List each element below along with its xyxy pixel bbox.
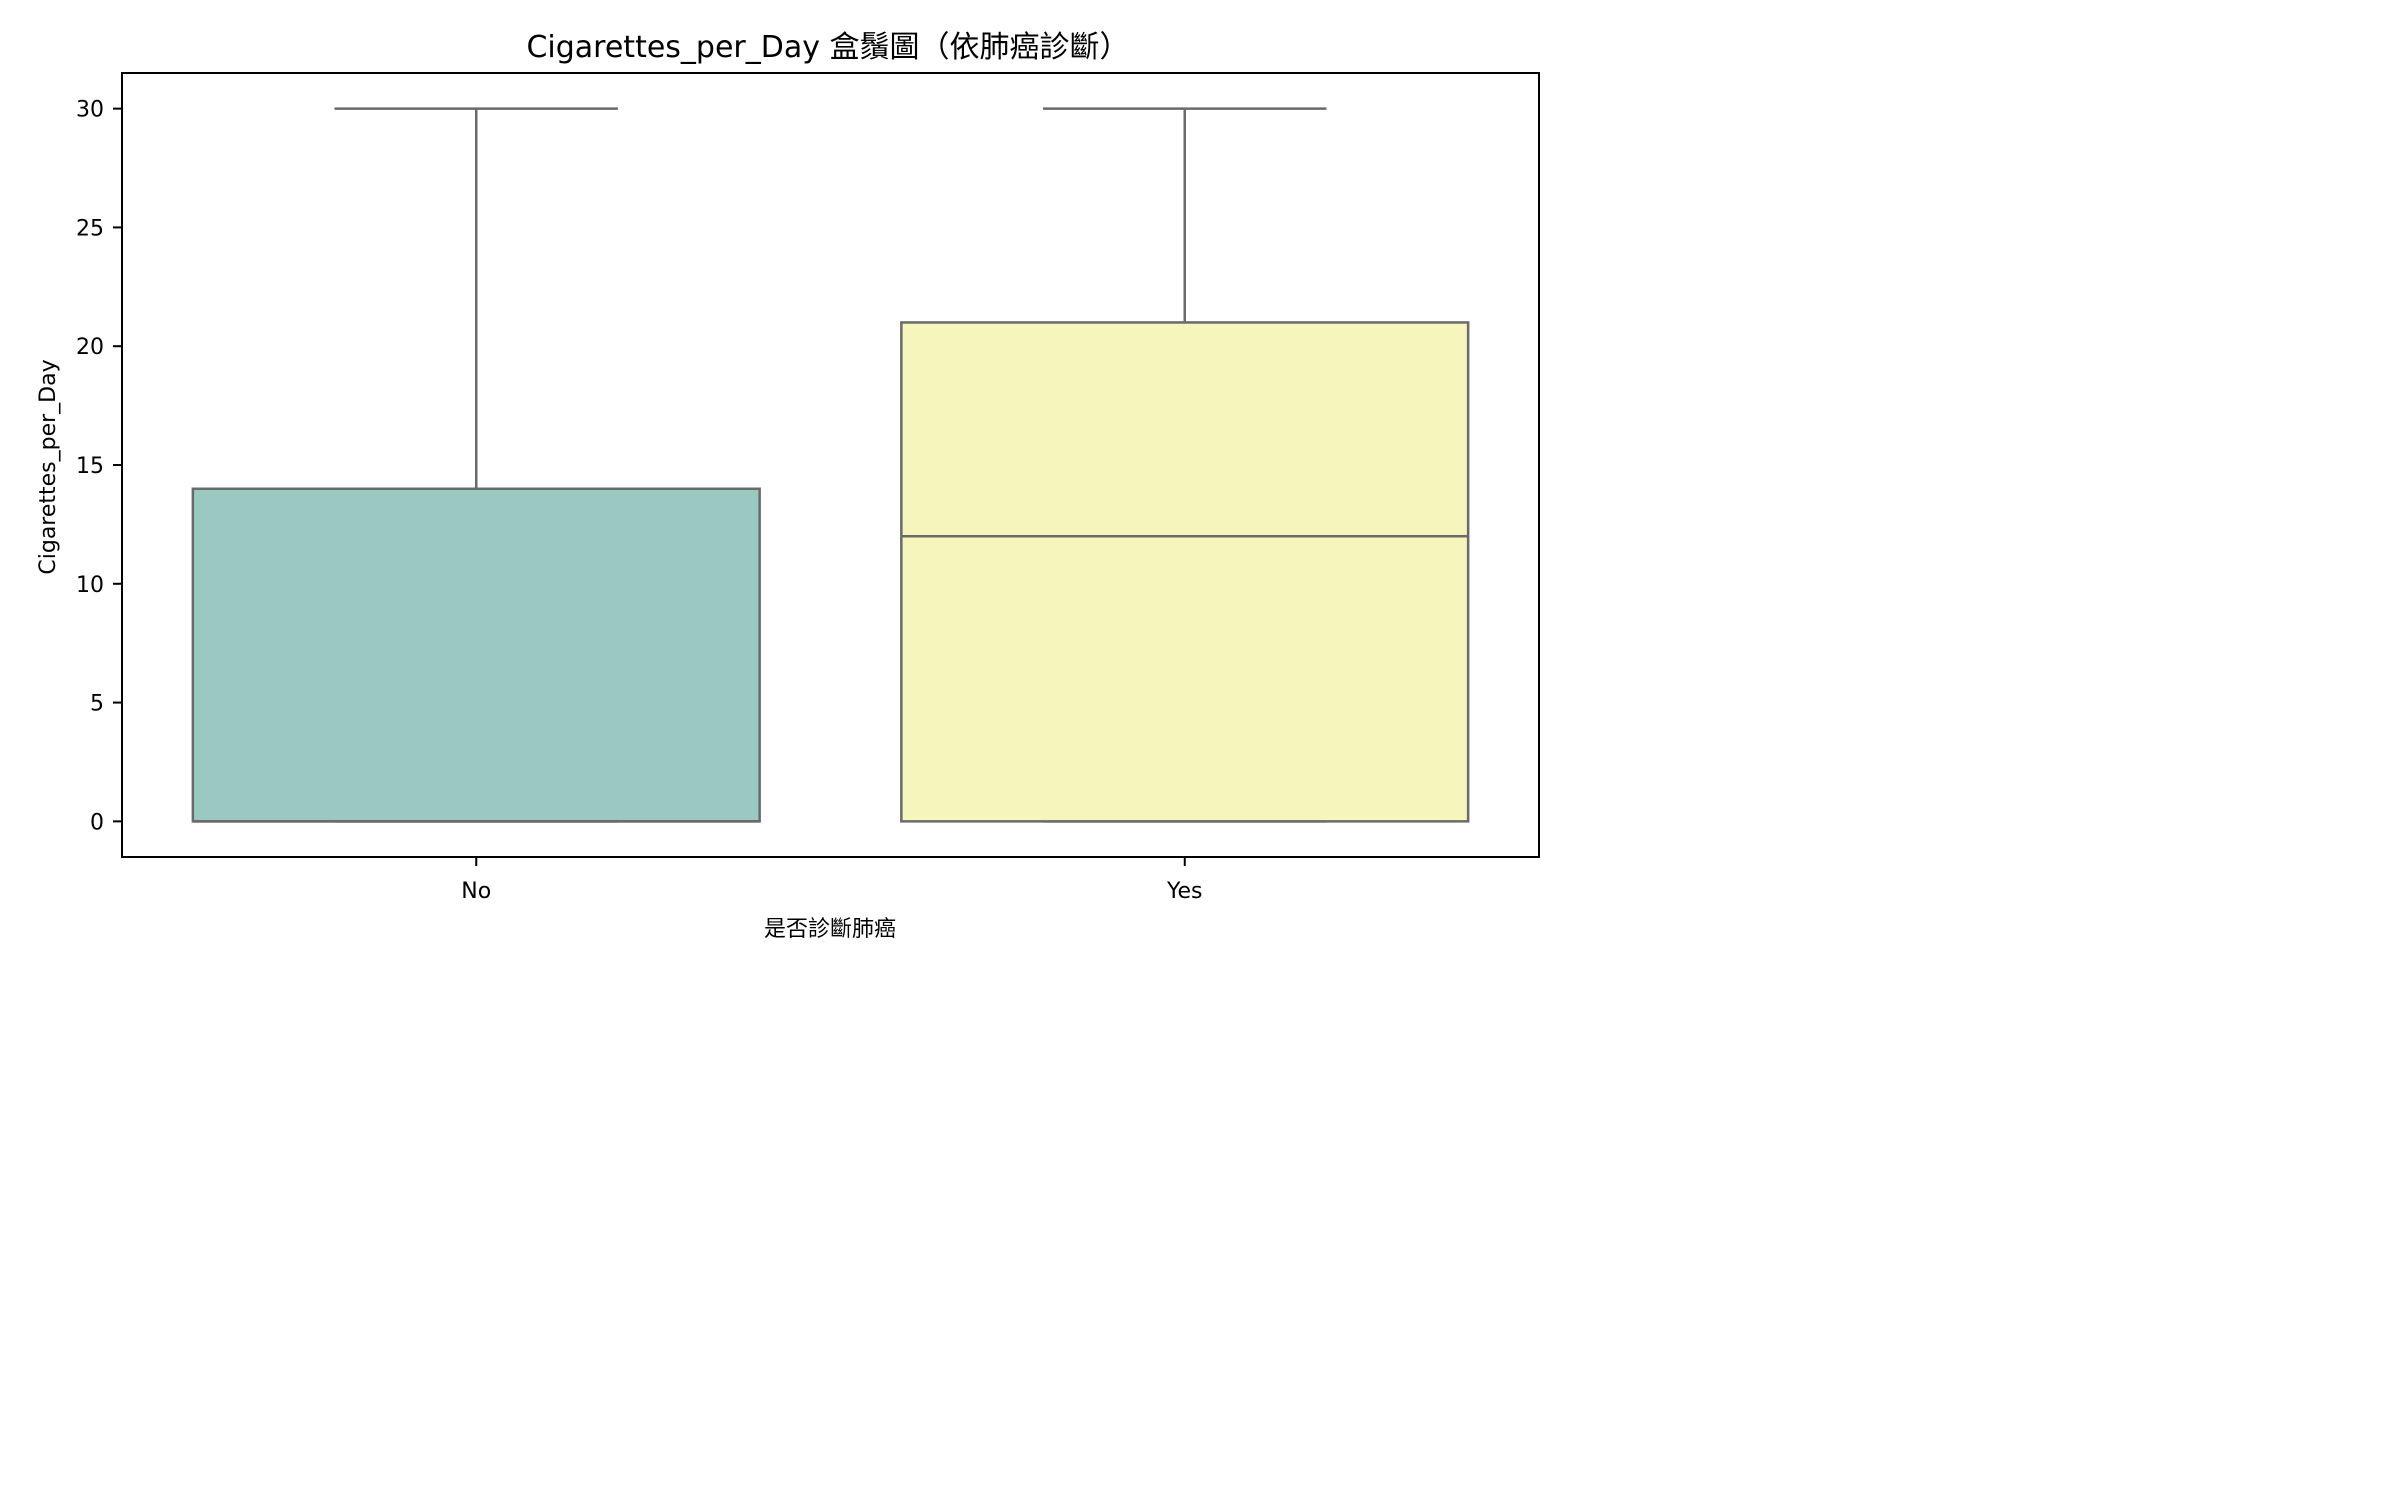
box-iqr [900,321,1470,823]
y-tick-label: 30 [76,98,104,123]
y-tick-label: 0 [90,810,104,835]
x-tick-label: No [461,879,491,904]
y-tick-label: 5 [90,692,104,717]
box-yes [900,107,1470,823]
y-tick-label: 25 [76,216,104,241]
y-tick-label: 15 [76,454,104,479]
x-tick-label: Yes [1166,879,1203,904]
y-axis: 0 5 10 15 20 25 30 [76,98,122,835]
y-axis-label: Cigarettes_per_Day [36,359,61,574]
y-tick-label: 20 [76,335,104,360]
boxplot-chart: Cigarettes_per_Day 盒鬚圖（依肺癌診斷） 0 5 10 15 20 25… [36,30,1540,942]
y-tick-label: 10 [76,573,104,598]
box-no [191,107,761,823]
chart-title: Cigarettes_per_Day 盒鬚圖（依肺癌診斷） [526,30,1129,65]
x-axis-label: 是否診斷肺癌 [764,917,896,942]
x-axis: No Yes [461,857,1203,904]
box-iqr [191,487,761,823]
